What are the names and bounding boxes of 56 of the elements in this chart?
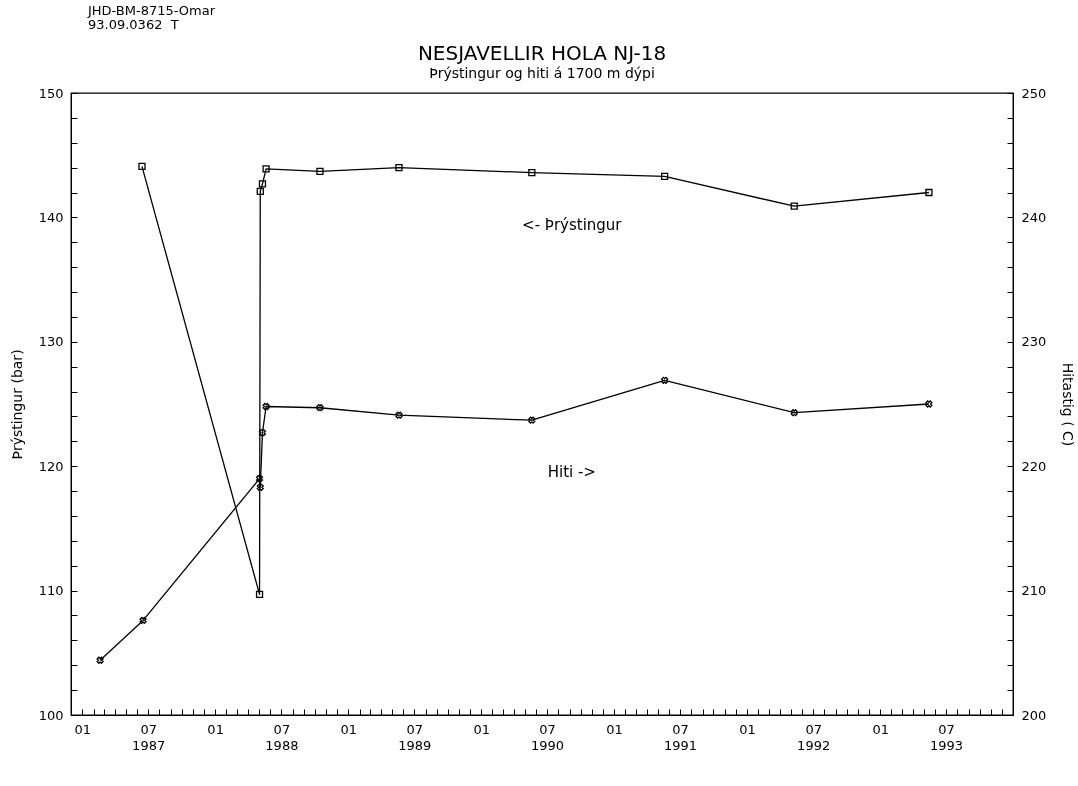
x-tick-label: 01 [207, 721, 224, 737]
point [139, 616, 147, 625]
y2-axis-title: Hitastig ( C) [1060, 362, 1077, 447]
point [661, 376, 669, 384]
y-tick-label: 110 [38, 583, 64, 599]
x-tick-label: 01 [74, 721, 92, 737]
point [255, 475, 264, 483]
chart-title: NESJAVELLIR HOLA NJ-18 [417, 41, 667, 65]
y2-tick-label: 200 [1021, 707, 1047, 723]
x-tick-label: 01 [739, 721, 756, 737]
x-tick-label: 01 [340, 721, 358, 737]
x-tick-label: 07 1991 [663, 721, 697, 753]
text: JHD-BM-8715-Omar 93.09.0362 T [88, 3, 216, 32]
point [790, 409, 798, 417]
y2-tick-label: 210 [1021, 583, 1047, 599]
point [316, 404, 324, 412]
point [925, 400, 933, 408]
point [258, 180, 267, 188]
point [138, 162, 146, 171]
y-tick-label: 100 [38, 707, 64, 723]
text: <- Þrýstingur [522, 215, 623, 234]
x-tick-label: 01 [473, 721, 490, 737]
point [528, 168, 536, 177]
y-tick-label: 120 [38, 458, 64, 474]
point [262, 165, 270, 173]
point [528, 416, 536, 424]
y2-tick-label: 220 [1021, 458, 1047, 474]
point [96, 656, 104, 664]
x-tick-label: 07 1987 [132, 721, 166, 753]
point [256, 187, 264, 195]
x-tick-label: 07 1992 [797, 721, 831, 753]
x-tick-label: 07 1990 [531, 721, 565, 753]
point [661, 172, 669, 180]
y2-tick-label: 250 [1021, 85, 1047, 101]
point [256, 483, 264, 491]
x-tick-label: 01 [606, 721, 623, 737]
text: Hiti -> [547, 463, 596, 482]
y2-tick-label: 230 [1021, 334, 1047, 350]
y-axis-title: Þrýstingur (bar) [8, 349, 25, 460]
point [258, 428, 267, 437]
point [262, 402, 270, 411]
x-tick-label: 07 1988 [265, 721, 299, 753]
chart-subtitle: Þrýstingur og hiti á 1700 m dýpi [429, 65, 655, 81]
y2-tick-label: 240 [1021, 209, 1047, 225]
x-tick-label: 07 1989 [398, 721, 432, 753]
y-tick-label: 130 [38, 334, 64, 350]
point [395, 411, 403, 419]
x-tick-label: 07 1993 [929, 721, 964, 753]
point [316, 167, 324, 176]
point [255, 590, 264, 598]
point [925, 188, 933, 197]
y-tick-label: 140 [38, 209, 64, 225]
x-tick-label: 01 [872, 721, 889, 737]
point [395, 163, 403, 172]
y-tick-label: 150 [38, 85, 64, 101]
point [790, 202, 798, 210]
